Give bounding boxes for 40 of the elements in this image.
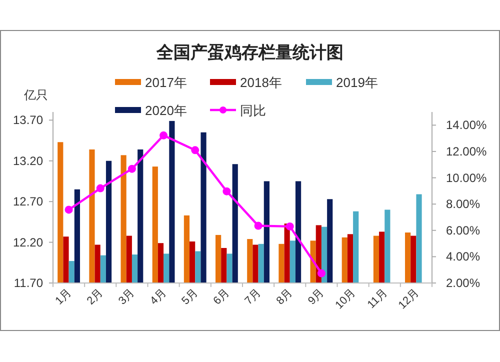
chart-title: 全国产蛋鸡存栏量统计图 <box>156 43 344 62</box>
y-tick-label: 13.70 <box>12 113 44 128</box>
point <box>286 222 294 230</box>
point <box>160 131 168 140</box>
x-tick-label: 2月 <box>84 286 106 308</box>
legend-label: 2018年 <box>240 75 282 90</box>
y2-tick-label: 10.00% <box>446 170 488 185</box>
x-tick-label: 7月 <box>242 286 264 308</box>
y2-tick-label: 12.00% <box>446 144 488 158</box>
y2-tick-label: 2.00% <box>446 276 480 290</box>
x-tick-label: 4月 <box>148 286 169 308</box>
y2-tick-label: 8.00% <box>446 197 480 212</box>
point <box>96 184 104 192</box>
point <box>64 206 73 214</box>
y2-tick-label: 4.00% <box>446 250 480 264</box>
y2-tick-label: 6.00% <box>446 223 480 238</box>
x-tick-label: 11月 <box>365 286 390 311</box>
y-tick-label: 11.70 <box>14 276 44 290</box>
y2-tick-label: 14.00% <box>446 118 488 132</box>
point <box>128 164 136 173</box>
point <box>222 187 231 196</box>
x-tick-label: 5月 <box>180 286 200 308</box>
x-tick-label: 9月 <box>306 286 327 308</box>
x-tick-label: 8月 <box>274 286 295 308</box>
legend-label: 同比 <box>240 103 266 118</box>
legend-label: 2020年 <box>145 103 187 118</box>
legend-label: 2019年 <box>336 75 378 90</box>
x-tick-label: 1月 <box>53 286 74 308</box>
point <box>191 146 200 154</box>
legend-label: 2017年 <box>145 75 187 90</box>
y-axis-title: 亿只 <box>23 88 48 102</box>
y-tick-label: 12.70 <box>12 194 44 209</box>
x-tick-label: 6月 <box>211 286 232 308</box>
point <box>254 222 262 230</box>
y-tick-label: 12.20 <box>12 235 44 250</box>
x-tick-label: 12月 <box>396 286 422 312</box>
point <box>317 269 326 278</box>
x-tick-label: 3月 <box>116 286 138 308</box>
x-tick-label: 10月 <box>333 286 358 312</box>
y-tick-label: 13.20 <box>12 154 44 168</box>
